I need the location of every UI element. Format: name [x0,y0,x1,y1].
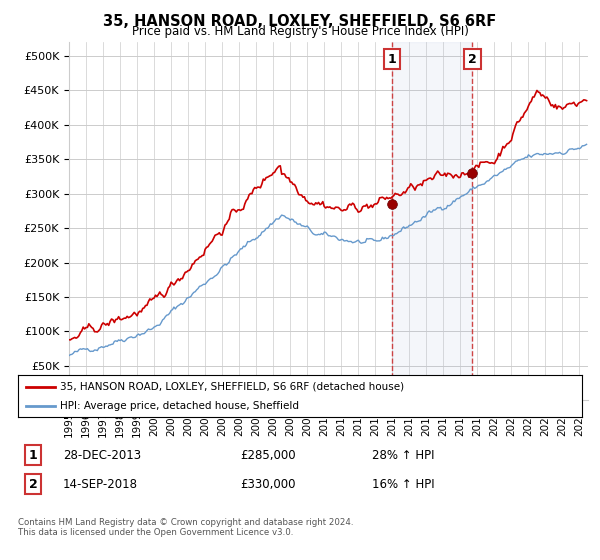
Text: 1: 1 [388,53,397,66]
Text: 35, HANSON ROAD, LOXLEY, SHEFFIELD, S6 6RF (detached house): 35, HANSON ROAD, LOXLEY, SHEFFIELD, S6 6… [60,381,404,391]
Text: 28-DEC-2013: 28-DEC-2013 [63,449,141,462]
Text: 2: 2 [468,53,477,66]
Text: Contains HM Land Registry data © Crown copyright and database right 2024.
This d: Contains HM Land Registry data © Crown c… [18,518,353,538]
Text: 14-SEP-2018: 14-SEP-2018 [63,478,138,491]
Bar [392,42,472,400]
Text: HPI: Average price, detached house, Sheffield: HPI: Average price, detached house, Shef… [60,401,299,411]
Text: £330,000: £330,000 [240,478,296,491]
Text: 16% ↑ HPI: 16% ↑ HPI [372,478,434,491]
Text: 2: 2 [29,478,37,491]
Text: £285,000: £285,000 [240,449,296,462]
Text: 28% ↑ HPI: 28% ↑ HPI [372,449,434,462]
Text: Price paid vs. HM Land Registry's House Price Index (HPI): Price paid vs. HM Land Registry's House … [131,25,469,38]
Text: 35, HANSON ROAD, LOXLEY, SHEFFIELD, S6 6RF: 35, HANSON ROAD, LOXLEY, SHEFFIELD, S6 6… [103,14,497,29]
Text: 1: 1 [29,449,37,462]
